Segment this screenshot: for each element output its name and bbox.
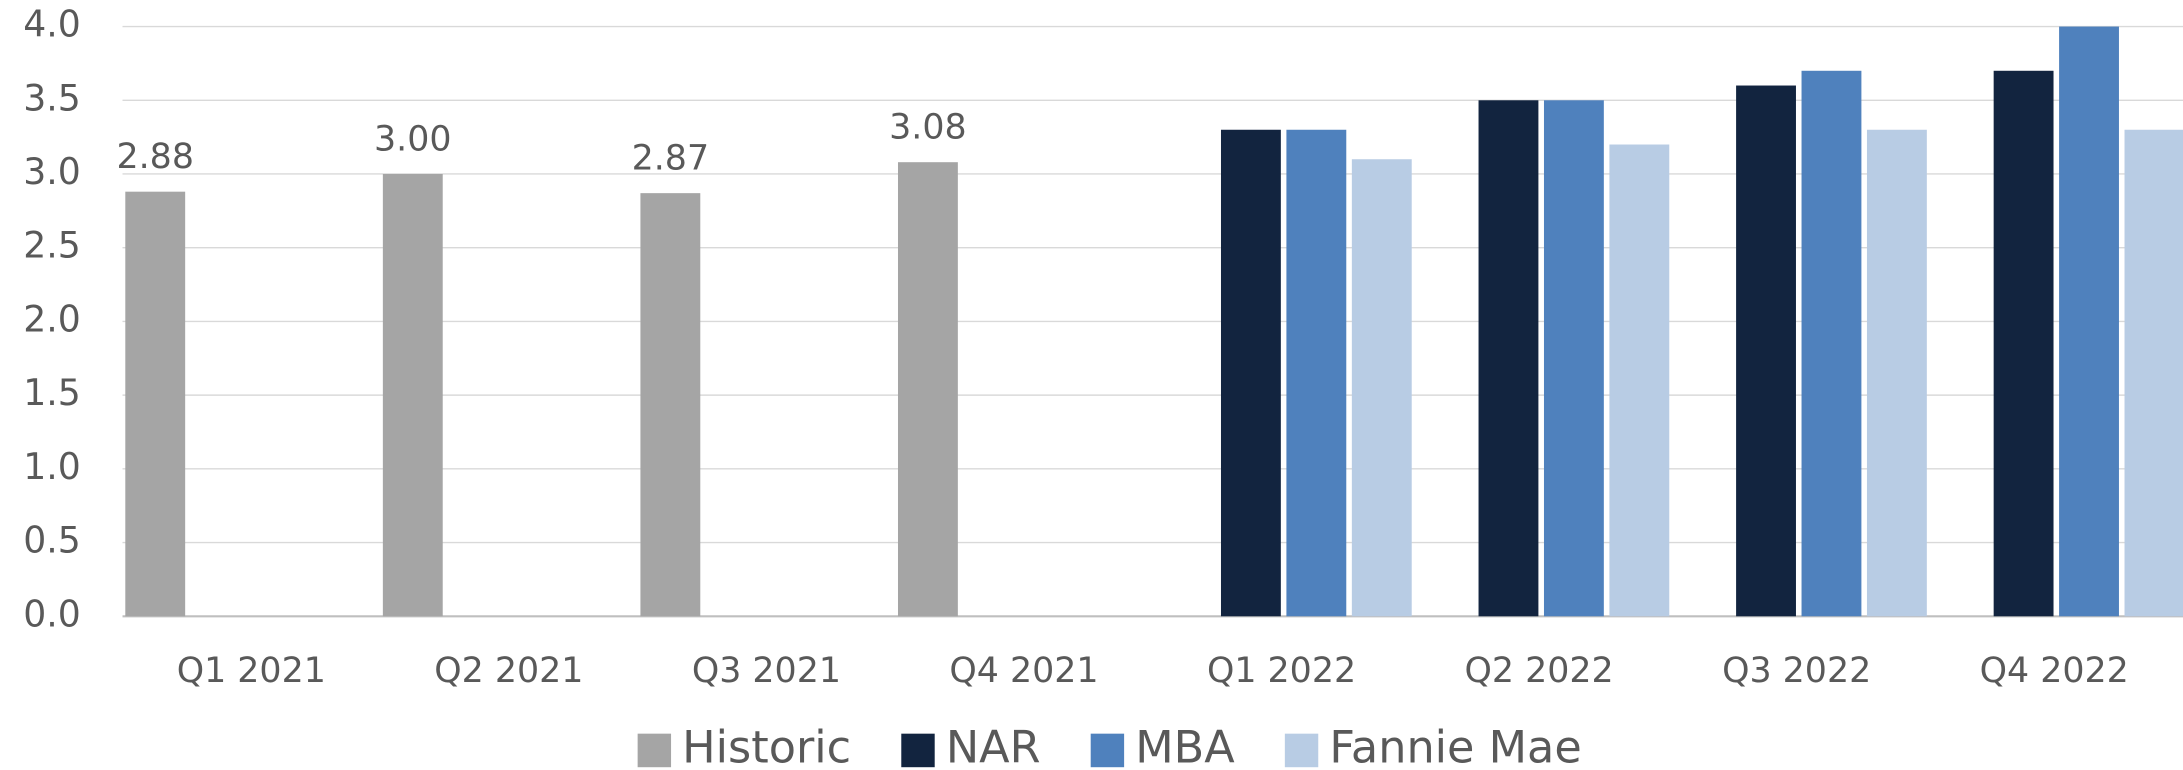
x-tick-label: Q2 2022 [1465, 651, 1614, 691]
x-tick-label: Q3 2021 [692, 651, 841, 691]
y-tick-label: 1.5 [23, 371, 81, 414]
legend-label: MBA [1135, 721, 1235, 770]
data-label: 2.88 [116, 137, 193, 177]
legend-label: Historic [682, 721, 851, 770]
y-tick-label: 4.0 [23, 3, 81, 46]
y-tick-label: 3.0 [23, 150, 81, 193]
bar [125, 191, 186, 617]
x-tick-label: Q2 2021 [434, 651, 583, 691]
data-label: 3.08 [889, 108, 966, 148]
bar [1220, 129, 1281, 617]
legend-label: Fannie Mae [1329, 721, 1581, 770]
bar [1736, 85, 1796, 617]
x-tick-label: Q1 2021 [177, 651, 326, 691]
legend-swatch [637, 733, 672, 768]
legend-swatch [901, 733, 935, 768]
bar [897, 162, 958, 617]
legend-swatch [1284, 733, 1319, 768]
legend-label: NAR [946, 721, 1041, 770]
y-tick-label: 2.0 [23, 297, 81, 340]
bar [1351, 159, 1412, 617]
bar [1286, 129, 1347, 617]
bar [382, 173, 443, 617]
x-tick-label: Q1 2022 [1207, 651, 1356, 691]
data-label: 2.87 [632, 139, 709, 179]
y-tick-label: 3.5 [23, 76, 81, 119]
x-tick-label: Q4 2021 [949, 651, 1098, 691]
y-tick-label: 0.5 [23, 519, 81, 562]
data-label: 3.00 [374, 119, 451, 159]
x-tick-label: Q4 2022 [1980, 651, 2129, 691]
bar [1801, 70, 1862, 617]
bar [640, 193, 701, 617]
bar [2059, 26, 2119, 617]
bar [1993, 70, 2054, 617]
bar [1866, 129, 1927, 617]
bar [1609, 144, 1670, 617]
legend-swatch [1090, 733, 1125, 768]
bar [1543, 100, 1604, 617]
y-tick-label: 1.0 [23, 445, 81, 488]
bar [2124, 129, 2183, 617]
bar [1478, 100, 1539, 617]
y-tick-label: 2.5 [23, 224, 81, 267]
x-tick-label: Q3 2022 [1722, 651, 1871, 691]
y-tick-label: 0.0 [23, 592, 81, 635]
